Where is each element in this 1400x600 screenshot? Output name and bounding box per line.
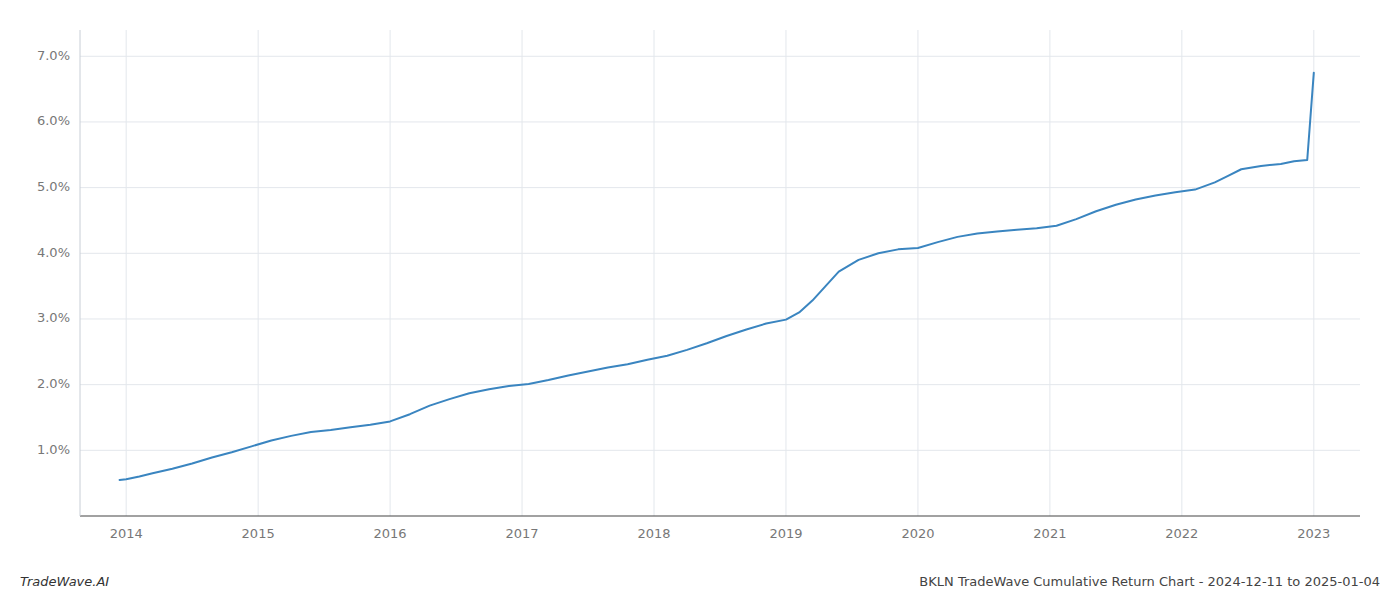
y-tick-label: 4.0% bbox=[37, 245, 70, 260]
y-tick-label: 1.0% bbox=[37, 442, 70, 457]
series-group bbox=[120, 73, 1314, 480]
line bbox=[120, 73, 1314, 480]
x-axis-line bbox=[80, 515, 1360, 516]
y-tick-label: 7.0% bbox=[37, 48, 70, 63]
x-tick-label: 2019 bbox=[769, 526, 802, 541]
x-grid-line bbox=[126, 30, 127, 516]
y-axis-line bbox=[80, 30, 81, 516]
x-grid-line bbox=[258, 30, 259, 516]
y-grid-line bbox=[80, 56, 1360, 57]
y-grid-line bbox=[80, 121, 1360, 122]
x-tick-label: 2021 bbox=[1033, 526, 1066, 541]
x-grid-line bbox=[1313, 30, 1314, 516]
y-grid-line bbox=[80, 318, 1360, 319]
y-grid-line bbox=[80, 450, 1360, 451]
background bbox=[0, 0, 1400, 600]
y-grid-line bbox=[80, 253, 1360, 254]
y-tick-label: 6.0% bbox=[37, 113, 70, 128]
y-grid-line bbox=[80, 384, 1360, 385]
x-grid-line bbox=[522, 30, 523, 516]
x-grid-line bbox=[1181, 30, 1182, 516]
x-tick-label: 2023 bbox=[1297, 526, 1330, 541]
x-tick-label: 2017 bbox=[506, 526, 539, 541]
x-tick-label: 2020 bbox=[901, 526, 934, 541]
x-tick-label: 2022 bbox=[1165, 526, 1198, 541]
y-tick-label: 5.0% bbox=[37, 179, 70, 194]
y-tick-label: 2.0% bbox=[37, 376, 70, 391]
chart: 1.0% 2.0% 3.0% 4.0% 5.0% 6.0% 7.0% 2014 2015 2016… bbox=[0, 0, 1400, 600]
x-grid-line bbox=[390, 30, 391, 516]
x-grid-line bbox=[654, 30, 655, 516]
grid bbox=[80, 30, 1360, 516]
y-tick-label: 3.0% bbox=[37, 310, 70, 325]
x-tick-label: 2016 bbox=[374, 526, 407, 541]
x-grid-line bbox=[917, 30, 918, 516]
x-grid-line bbox=[1049, 30, 1050, 516]
x-tick-label: 2015 bbox=[242, 526, 275, 541]
x-grid-line bbox=[785, 30, 786, 516]
x-tick-label: 2014 bbox=[110, 526, 143, 541]
footer-left: TradeWave.AI bbox=[20, 574, 109, 589]
footer-right: BKLN TradeWave Cumulative Return Chart -… bbox=[919, 574, 1380, 589]
axes: 1.0% 2.0% 3.0% 4.0% 5.0% 6.0% 7.0% 2014 2015 2016… bbox=[37, 30, 1360, 541]
x-tick-label: 2018 bbox=[637, 526, 670, 541]
y-grid-line bbox=[80, 187, 1360, 188]
